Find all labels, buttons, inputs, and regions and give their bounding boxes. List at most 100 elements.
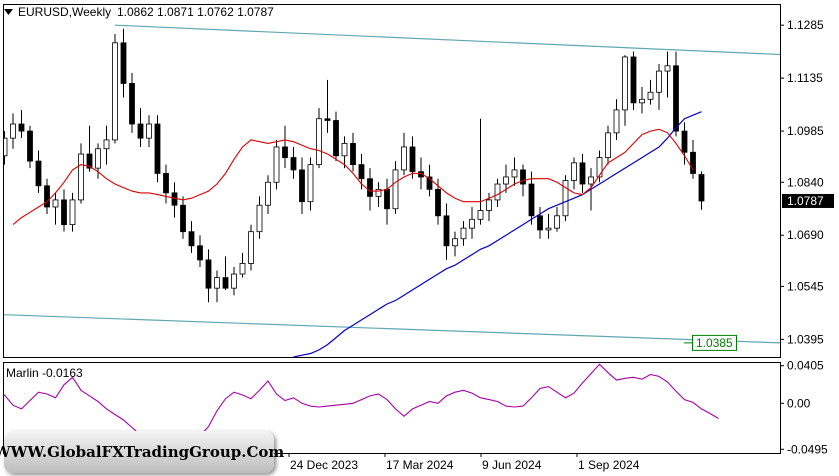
trend-channel <box>4 24 780 344</box>
level-label-box <box>692 334 737 351</box>
candle <box>154 115 161 183</box>
candle-body <box>469 218 475 229</box>
candle-body <box>358 164 365 180</box>
candle <box>605 125 611 165</box>
moving-averages <box>12 111 702 357</box>
candle <box>44 178 50 215</box>
candle-body <box>477 210 484 220</box>
candle <box>528 171 535 225</box>
candle <box>367 168 373 211</box>
chart-title: EURUSD,Weekly <box>18 5 111 19</box>
level-label: 1.0385 <box>696 336 733 350</box>
candle <box>146 115 152 147</box>
candle <box>290 146 297 179</box>
candle-body <box>10 123 16 139</box>
candle-body <box>588 176 594 185</box>
candle-body <box>690 151 696 174</box>
candle <box>69 192 76 232</box>
x-tick-label: 9 Jun 2024 <box>482 458 542 472</box>
candle <box>35 150 42 193</box>
candle <box>673 51 679 137</box>
candle-body <box>409 146 416 173</box>
main-panel-frame <box>3 4 781 358</box>
candle-body <box>282 146 288 158</box>
candle-body <box>681 130 688 153</box>
candle <box>239 252 246 278</box>
candle <box>486 192 492 222</box>
candle-body <box>52 199 59 208</box>
candle-body <box>545 227 552 231</box>
candle-body <box>333 120 339 157</box>
candle-body <box>69 199 76 226</box>
y-tick-label: 1.1285 <box>787 18 824 32</box>
candle <box>273 139 280 190</box>
candle <box>639 86 645 114</box>
candle <box>4 131 8 165</box>
candle <box>554 206 560 232</box>
candle <box>137 108 144 147</box>
candle <box>248 224 254 271</box>
candle-body <box>4 137 8 157</box>
candle-body <box>78 153 84 201</box>
candle <box>61 189 67 232</box>
candle-body <box>205 259 212 289</box>
candle <box>214 270 220 303</box>
candle <box>78 143 84 204</box>
candle <box>307 157 314 211</box>
candle-body <box>622 56 628 111</box>
candle-body <box>86 153 93 169</box>
osc-y-tick-label: 0.00 <box>787 396 811 410</box>
candle <box>299 157 305 215</box>
candle <box>511 157 518 186</box>
candle-body <box>494 183 501 201</box>
candle-body <box>188 231 195 247</box>
osc-y-tick-label: 0.0405 <box>787 359 824 373</box>
candle <box>545 214 552 239</box>
candle-body <box>503 176 509 185</box>
candle-body <box>443 215 450 247</box>
candles <box>4 28 705 303</box>
ohlc-readout: 1.0862 1.0871 1.0762 1.0787 <box>117 5 274 19</box>
candle-body <box>579 162 586 185</box>
candle-body <box>222 277 229 289</box>
candle-body <box>605 132 611 158</box>
candle-body <box>537 215 543 231</box>
candle-body <box>120 42 127 84</box>
candle <box>129 72 135 133</box>
candle <box>392 161 399 215</box>
candle-body <box>239 263 246 275</box>
candle-body <box>511 169 518 178</box>
candle-body <box>562 180 569 217</box>
candle-body <box>290 157 297 171</box>
candle-body <box>341 143 348 157</box>
candle <box>622 55 628 126</box>
candle <box>86 125 93 172</box>
candle-body <box>392 169 399 210</box>
candle <box>409 136 416 179</box>
candle <box>163 164 169 204</box>
candle-body <box>95 148 101 169</box>
osc-y-tick-label: -0.0495 <box>787 442 828 456</box>
candle-body <box>35 160 42 187</box>
candle-body <box>673 65 679 132</box>
x-tick-label: 24 Dec 2023 <box>290 458 358 472</box>
candle <box>596 150 603 183</box>
fast-moving-average <box>12 128 694 226</box>
candle <box>103 125 110 165</box>
candle <box>443 203 450 260</box>
candle <box>333 111 339 162</box>
candle-body <box>163 173 169 194</box>
candle-body <box>350 143 356 166</box>
candle-body <box>486 199 492 211</box>
oscillator-panel-frame <box>3 362 781 454</box>
channel-upper-line <box>114 24 780 56</box>
candle-body <box>214 277 220 289</box>
candle <box>375 182 382 207</box>
y-tick-label: 1.0690 <box>787 228 824 242</box>
y-tick-label: 1.0985 <box>787 124 824 138</box>
collapse-triangle-icon[interactable] <box>4 9 13 15</box>
candle <box>197 235 203 267</box>
candle <box>562 175 569 222</box>
